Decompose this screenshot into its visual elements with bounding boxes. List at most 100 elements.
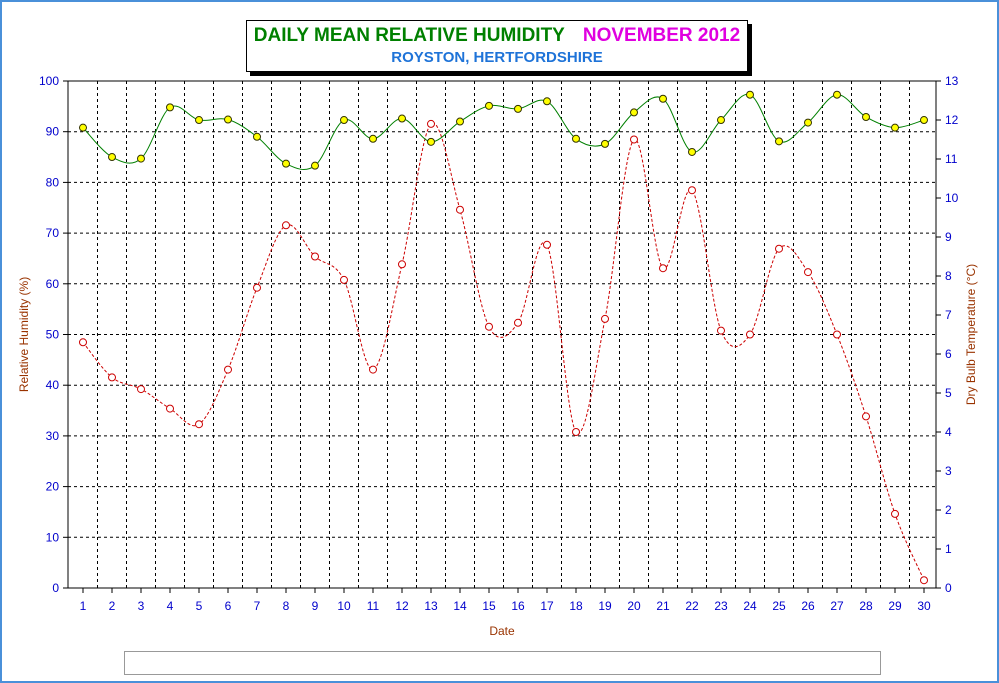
humidity-point [108, 153, 116, 162]
temperature-point [746, 330, 754, 339]
y2-tick-label: 1 [945, 542, 952, 556]
x-tick-label: 23 [714, 599, 728, 613]
x-tick-label: 20 [627, 599, 641, 613]
y-tick-label: 80 [46, 175, 60, 189]
temperature-point [572, 428, 580, 436]
x-tick-label: 29 [888, 599, 902, 613]
temperature-point [601, 314, 609, 323]
humidity-point [253, 132, 261, 141]
humidity-point [717, 116, 725, 125]
humidity-point [514, 104, 522, 113]
y2-tick-label: 13 [945, 74, 959, 88]
humidity-point [862, 112, 870, 121]
temperature-point [195, 420, 203, 429]
x-tick-label: 1 [80, 599, 87, 613]
humidity-point [543, 97, 551, 106]
humidity-point [369, 134, 377, 143]
x-tick-label: 25 [772, 599, 786, 613]
y-tick-label: 70 [46, 226, 60, 240]
humidity-point [804, 118, 812, 127]
temperature-point [804, 268, 812, 277]
temperature-point [282, 221, 290, 230]
temperature-point [775, 244, 783, 253]
y-tick-label: 100 [39, 74, 59, 88]
x-tick-label: 22 [685, 599, 699, 613]
x-tick-label: 6 [225, 599, 232, 613]
humidity-point [456, 117, 464, 126]
temperature-point [833, 330, 841, 339]
temperature-point [891, 509, 899, 518]
chart-title-main: DAILY MEAN RELATIVE HUMIDITY [253, 25, 565, 46]
y-tick-label: 40 [46, 378, 60, 392]
y2-tick-label: 8 [945, 269, 952, 283]
temperature-point [659, 264, 667, 273]
humidity-point [79, 123, 87, 132]
temperature-point [456, 205, 464, 214]
x-tick-label: 2 [109, 599, 116, 613]
y-tick-label: 90 [46, 125, 60, 139]
temperature-point [920, 576, 928, 585]
humidity-point [137, 154, 145, 163]
y2-tick-label: 5 [945, 386, 952, 400]
y2-tick-label: 0 [945, 581, 952, 595]
y2-tick-label: 12 [945, 113, 959, 127]
temperature-point [862, 412, 870, 421]
temperature-point [630, 135, 638, 144]
humidity-point [688, 147, 696, 156]
humidity-point [833, 90, 841, 99]
humidity-point [891, 123, 899, 132]
humidity-point [224, 115, 232, 124]
chart-subtitle: ROYSTON, HERTFORDSHIRE [391, 49, 603, 66]
x-axis-label: Date [489, 624, 515, 638]
x-tick-label: 8 [283, 599, 290, 613]
chart-title-month: NOVEMBER 2012 [582, 25, 741, 46]
y-axis-label: Relative Humidity (%) [17, 277, 31, 392]
temperature-point [485, 322, 493, 331]
temperature-point [311, 252, 319, 261]
humidity-point [601, 139, 609, 148]
x-tick-label: 24 [743, 599, 757, 613]
humidity-point [775, 137, 783, 146]
y-tick-label: 0 [52, 581, 59, 595]
x-tick-label: 17 [540, 599, 554, 613]
x-tick-label: 15 [482, 599, 496, 613]
x-tick-label: 10 [337, 599, 351, 613]
chart-title-box: DAILY MEAN RELATIVE HUMIDITY NOVEMBER 201… [246, 20, 748, 72]
humidity-point [427, 137, 435, 146]
temperature-point [543, 240, 551, 249]
x-tick-label: 5 [196, 599, 203, 613]
x-tick-label: 30 [917, 599, 931, 613]
y-tick-label: 60 [46, 277, 60, 291]
humidity-point [282, 159, 290, 168]
y2-tick-label: 6 [945, 347, 952, 361]
humidity-point [398, 114, 406, 123]
x-tick-label: 21 [656, 599, 670, 613]
y2-tick-label: 7 [945, 308, 952, 322]
x-tick-label: 11 [367, 599, 380, 613]
temperature-point [688, 186, 696, 195]
y2-tick-label: 4 [945, 425, 952, 439]
humidity-point [746, 90, 754, 99]
y2-tick-label: 2 [945, 503, 952, 517]
humidity-point [340, 116, 348, 125]
humidity-point [659, 94, 667, 103]
y-tick-label: 10 [46, 530, 60, 544]
temperature-point [166, 404, 174, 413]
y-tick-label: 50 [46, 328, 60, 342]
y-tick-label: 20 [46, 480, 60, 494]
temperature-point [340, 275, 348, 284]
humidity-point [195, 116, 203, 125]
humidity-point [572, 134, 580, 143]
x-tick-label: 3 [138, 599, 145, 613]
x-tick-label: 12 [395, 599, 409, 613]
temperature-point [108, 373, 116, 382]
y2-axis-label: Dry Bulb Temperature (°C) [964, 264, 978, 405]
x-tick-label: 16 [511, 599, 525, 613]
humidity-point [485, 101, 493, 110]
humidity-point [166, 103, 174, 112]
x-tick-label: 27 [830, 599, 844, 613]
humidity-point [311, 161, 319, 170]
x-tick-label: 4 [167, 599, 174, 613]
x-tick-label: 7 [254, 599, 261, 613]
